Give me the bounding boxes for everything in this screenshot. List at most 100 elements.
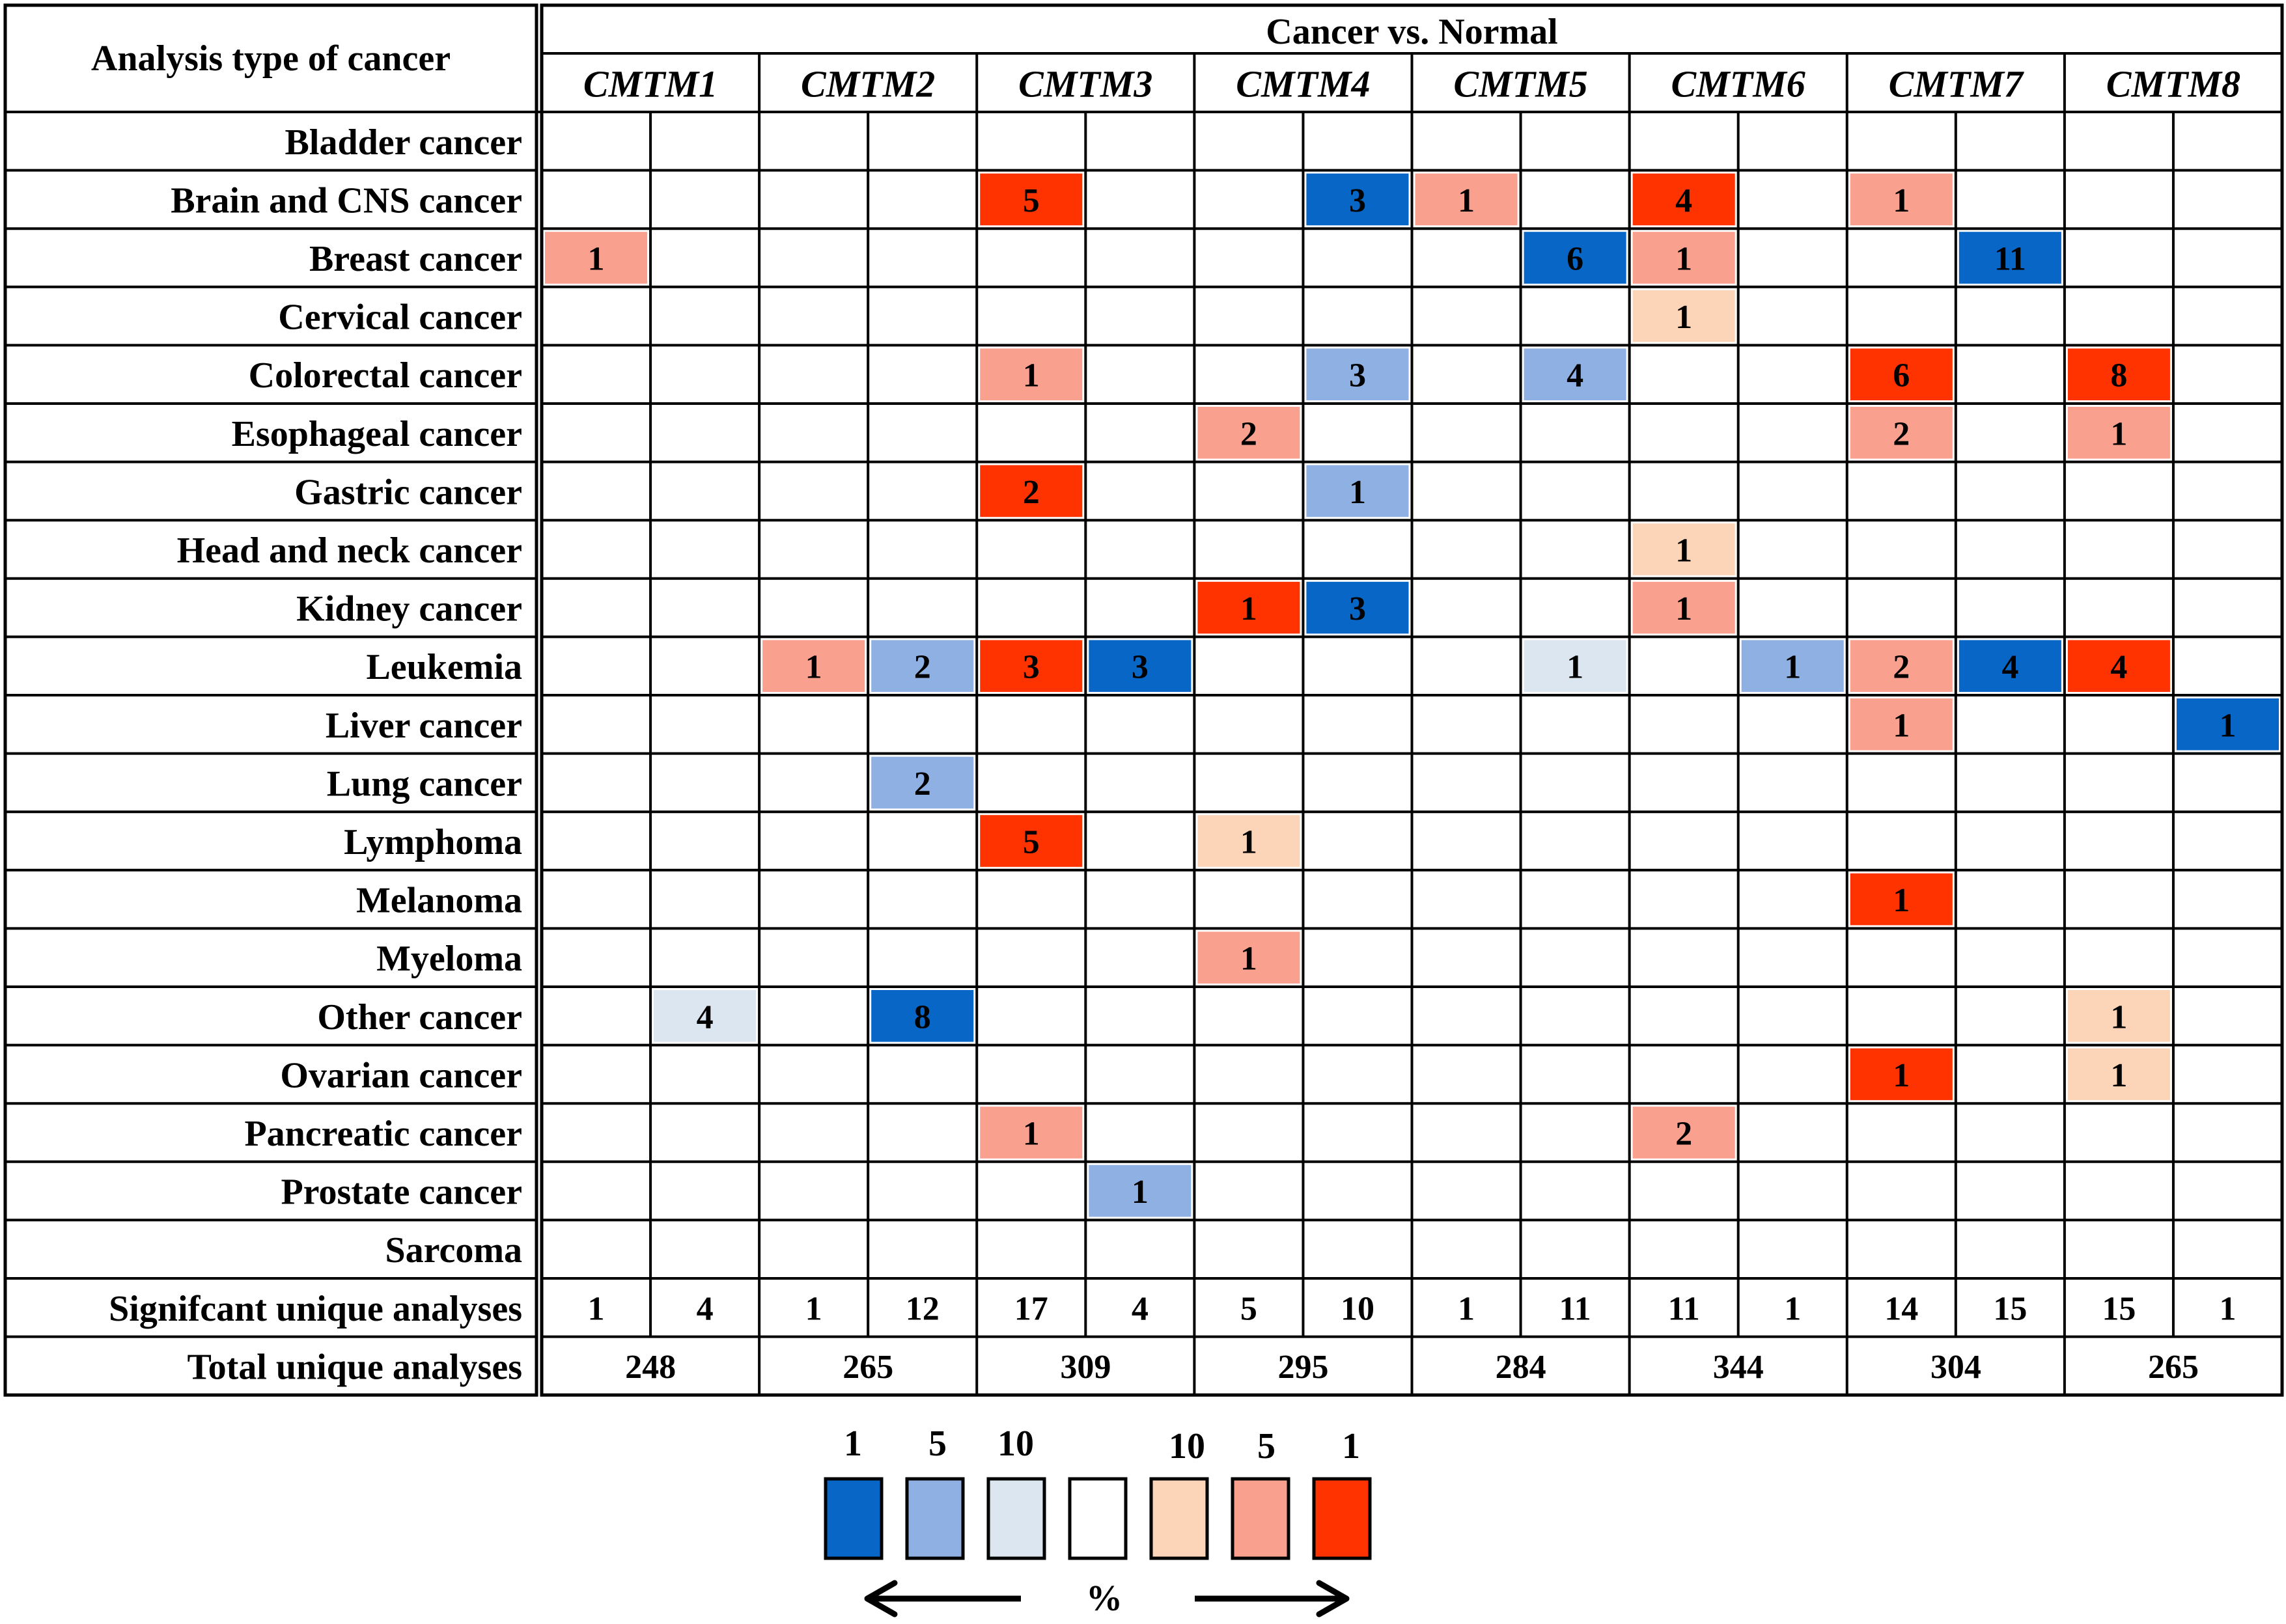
significant-value: 5 — [1240, 1290, 1257, 1327]
row-label: Liver cancer — [326, 706, 522, 746]
legend-label: 1 — [844, 1424, 862, 1464]
cell-value: 1 — [1893, 707, 1910, 744]
significant-value: 17 — [1014, 1290, 1048, 1327]
heatmap-cell — [871, 756, 974, 809]
cell-value: 1 — [1132, 1174, 1149, 1211]
heatmap-cell — [980, 640, 1083, 692]
cell-value: 2 — [914, 765, 931, 803]
corner-label: Analysis type of cancer — [91, 38, 451, 79]
legend-arrow-left-head — [864, 1580, 898, 1617]
cell-value: 2 — [1893, 649, 1910, 686]
significant-value: 1 — [1458, 1290, 1475, 1327]
heatmap-cell — [1632, 581, 1735, 634]
significant-value: 10 — [1341, 1290, 1374, 1327]
cell-value: 1 — [2110, 998, 2127, 1036]
significant-value: 1 — [1784, 1290, 1801, 1327]
legend-arrow-right-head — [1316, 1580, 1350, 1617]
legend-label: 10 — [997, 1424, 1034, 1464]
cell-value: 1 — [2110, 415, 2127, 452]
significant-value: 11 — [1668, 1290, 1700, 1327]
significant-value: 12 — [906, 1290, 940, 1327]
cell-value: 1 — [1349, 474, 1366, 511]
heatmap-cell — [1306, 173, 1409, 226]
significant-value: 1 — [2219, 1290, 2236, 1327]
cell-value: 1 — [1675, 241, 1692, 278]
legend-swatch — [905, 1477, 965, 1560]
cell-value: 1 — [2110, 1057, 2127, 1094]
significant-value: 1 — [588, 1290, 605, 1327]
heatmap-cell — [980, 173, 1083, 226]
cell-value: 3 — [1349, 182, 1366, 219]
cell-value: 1 — [588, 241, 605, 278]
cell-value: 1 — [2219, 707, 2236, 744]
legend-label: 1 — [1342, 1426, 1360, 1466]
cell-value: 1 — [1023, 1116, 1040, 1153]
cell-value: 11 — [1994, 241, 2026, 278]
heatmap-cell — [1306, 348, 1409, 400]
legend-label: 5 — [1257, 1426, 1275, 1466]
legend-swatch — [1068, 1477, 1128, 1560]
gene-header: CMTM3 — [1018, 63, 1152, 105]
row-label: Lymphoma — [344, 822, 522, 862]
heatmap-cell — [980, 1107, 1083, 1159]
total-label: Total unique analyses — [187, 1347, 522, 1387]
cell-value: 2 — [914, 649, 931, 686]
cell-value: 4 — [1675, 182, 1692, 219]
heatmap-cell — [2067, 990, 2170, 1042]
cell-value: 1 — [1240, 590, 1257, 627]
heatmap-cell — [1850, 173, 1953, 226]
row-label: Pancreatic cancer — [244, 1114, 522, 1154]
cell-value: 4 — [697, 998, 714, 1036]
heatmap-cell — [1850, 640, 1953, 692]
cell-value: 5 — [1023, 182, 1040, 219]
cell-value: 1 — [1784, 649, 1801, 686]
significant-value: 11 — [1559, 1290, 1591, 1327]
row-label: Kidney cancer — [296, 589, 522, 629]
heatmap-cell — [1197, 407, 1300, 459]
cell-value: 1 — [1675, 299, 1692, 336]
row-label: Head and neck cancer — [177, 530, 522, 571]
heatmap-cell — [545, 232, 648, 284]
heatmap-cell — [1741, 640, 1844, 692]
significant-value: 15 — [2102, 1290, 2136, 1327]
heatmap-cell — [654, 990, 757, 1042]
cell-value: 2 — [1675, 1116, 1692, 1153]
gene-header: CMTM7 — [1889, 63, 2024, 105]
cell-value: 3 — [1023, 649, 1040, 686]
gene-header: CMTM6 — [1671, 63, 1805, 105]
heatmap-cell — [1632, 1107, 1735, 1159]
row-label: Leukemia — [366, 647, 522, 687]
cell-value: 1 — [1675, 532, 1692, 570]
heatmap-cell — [871, 990, 974, 1042]
cell-value: 1 — [1893, 1057, 1910, 1094]
legend-swatch — [1231, 1477, 1290, 1560]
row-label: Prostate cancer — [281, 1172, 522, 1213]
heatmap-cell — [762, 640, 865, 692]
total-value: 265 — [2148, 1349, 2199, 1386]
cell-value: 2 — [1023, 474, 1040, 511]
row-label: Brain and CNS cancer — [171, 180, 522, 221]
heatmap-cell — [1958, 232, 2061, 284]
cell-value: 6 — [1567, 241, 1583, 278]
heatmap-cell — [1850, 873, 1953, 926]
significant-value: 15 — [1993, 1290, 2027, 1327]
row-label: Breast cancer — [309, 239, 522, 279]
heatmap-cell — [1850, 407, 1953, 459]
heatmap-cell — [2067, 640, 2170, 692]
row-label: Gastric cancer — [294, 472, 522, 512]
row-label: Lung cancer — [327, 764, 522, 804]
cell-value: 1 — [1240, 824, 1257, 861]
row-label: Ovarian cancer — [280, 1055, 522, 1095]
total-value: 248 — [625, 1349, 676, 1386]
heatmap-cell — [1197, 931, 1300, 984]
cell-value: 3 — [1349, 357, 1366, 394]
gene-header: CMTM1 — [583, 63, 718, 105]
cell-value: 1 — [1567, 649, 1583, 686]
legend-swatch — [824, 1477, 884, 1560]
total-value: 344 — [1713, 1349, 1764, 1386]
cell-value: 1 — [1458, 182, 1475, 219]
cell-value: 4 — [2001, 649, 2018, 686]
cell-value: 8 — [914, 998, 931, 1036]
legend-swatch — [1312, 1477, 1372, 1560]
cell-value: 4 — [2110, 649, 2127, 686]
